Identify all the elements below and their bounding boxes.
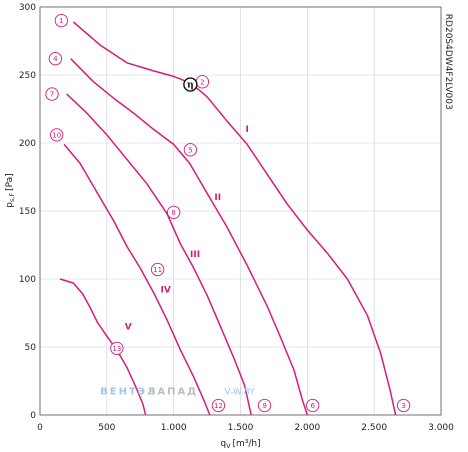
x-tick-label: 3.000: [428, 423, 454, 433]
point-marker-label: 10: [52, 131, 61, 139]
watermark-part2: ЗАПАД: [148, 387, 198, 398]
x-tick-label: 500: [98, 423, 115, 433]
y-tick-label: 200: [19, 139, 36, 149]
model-code: RD20S4DW4F2LV003: [443, 14, 453, 110]
point-marker-7: 7: [45, 87, 59, 101]
point-marker-circle: [306, 398, 320, 413]
point-marker-11: 11: [150, 262, 165, 277]
curve-iv: [63, 143, 211, 416]
point-marker-circle: [48, 52, 63, 66]
y-axis-subscript: s,F: [8, 193, 16, 202]
x-tick-label: 0: [37, 423, 43, 433]
point-marker-label: 4: [53, 55, 58, 63]
x-tick-label: 2.500: [361, 423, 387, 433]
point-marker-circle: [167, 205, 181, 220]
point-marker-5: 5: [183, 143, 198, 157]
curve-label-i: I: [246, 125, 249, 135]
curve-label-iv: IV: [160, 286, 170, 296]
point-marker-label: 2: [200, 78, 204, 86]
point-marker-label: 3: [401, 402, 405, 410]
y-tick-label: 300: [19, 3, 36, 13]
x-axis-title: qV [m³/h]: [220, 439, 260, 450]
point-marker-label: 13: [112, 345, 121, 353]
point-marker-label: 12: [214, 402, 223, 410]
curve-i: [72, 21, 397, 416]
plot-frame: [39, 6, 442, 416]
y-tick-label: 50: [25, 343, 37, 353]
efficiency-marker: η: [183, 77, 198, 92]
x-tick-label: 1.500: [228, 423, 254, 433]
efficiency-marker-circle: [183, 77, 198, 92]
point-marker-label: 8: [171, 209, 175, 217]
curve-label-v: V: [125, 322, 132, 332]
watermark: ВЕНТЭЛ ЗАПАД V-W.BY: [100, 387, 255, 398]
tick-labels-layer: 0 500 1.000 1.500 2.000 2.500 3.000 0 50 100 150 20…: [19, 3, 454, 433]
watermark-part3: V-W.BY: [224, 388, 255, 398]
point-marker-circle: [54, 13, 69, 28]
point-marker-label: 1: [59, 17, 63, 25]
point-marker-circle: [50, 128, 64, 142]
point-marker-circle: [45, 87, 59, 101]
watermark-part1: ВЕНТЭЛ: [100, 387, 157, 398]
point-marker-9: 9: [257, 398, 272, 413]
curve-label-iii: III: [190, 250, 200, 260]
x-axis-unit: [m³/h]: [233, 439, 261, 449]
point-marker-label: 5: [188, 146, 192, 154]
point-marker-circle: [150, 262, 165, 277]
grid-layer: [39, 6, 442, 416]
x-tick-label: 2.000: [294, 423, 320, 433]
point-marker-circle: [110, 341, 124, 356]
point-marker-circle: [257, 398, 272, 413]
x-axis-subscript: V: [226, 442, 231, 450]
point-marker-circle: [183, 143, 198, 157]
y-axis-symbol: p: [5, 202, 15, 208]
curve-iii: [66, 93, 252, 416]
point-marker-circle: [396, 398, 411, 413]
point-marker-circle: [211, 398, 226, 413]
y-tick-label: 100: [19, 275, 36, 285]
y-tick-label: 0: [30, 411, 36, 421]
curve-ii: [70, 58, 309, 416]
curves-layer: [59, 21, 397, 416]
point-marker-label: 9: [262, 402, 266, 410]
point-marker-4: 4: [48, 52, 63, 66]
y-axis-unit: [Pa]: [5, 173, 15, 191]
y-axis-title: ps,F [Pa]: [5, 173, 16, 207]
curve-label-ii: II: [214, 193, 221, 203]
point-marker-10: 10: [50, 128, 64, 142]
curve-v: [59, 278, 147, 416]
point-marker-6: 6: [306, 398, 320, 413]
x-axis-symbol: q: [220, 439, 226, 449]
point-marker-label: 7: [50, 91, 54, 99]
point-marker-label: 11: [153, 266, 162, 274]
efficiency-marker-symbol: η: [187, 81, 194, 91]
y-tick-label: 250: [19, 71, 36, 81]
point-marker-3: 3: [396, 398, 411, 413]
point-marker-8: 8: [167, 205, 181, 220]
point-marker-2: 2: [195, 75, 210, 89]
point-marker-12: 12: [211, 398, 226, 413]
x-tick-label: 1.000: [161, 423, 187, 433]
point-marker-label: 6: [310, 402, 315, 410]
y-tick-label: 150: [19, 207, 36, 217]
point-marker-13: 13: [110, 341, 124, 356]
point-marker-1: 1: [54, 13, 69, 28]
